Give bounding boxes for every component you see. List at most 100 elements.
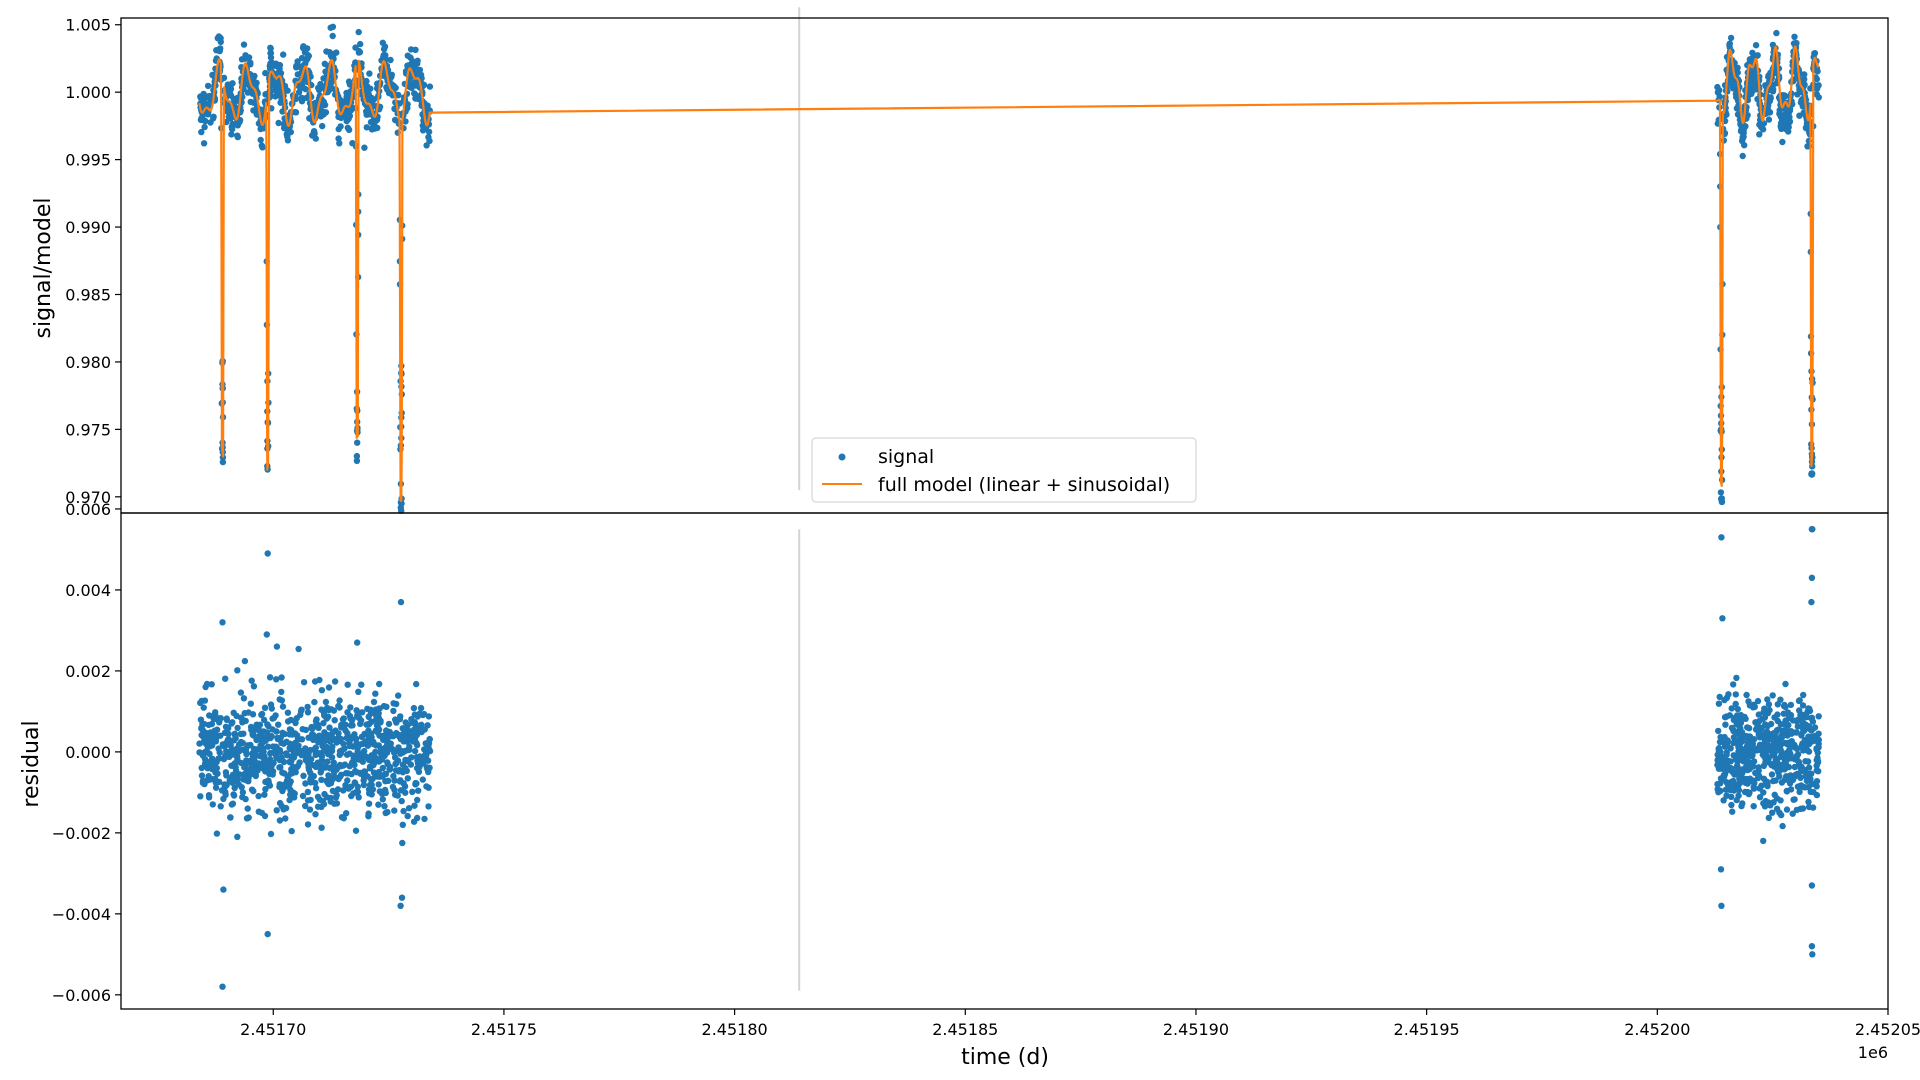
signal-point (405, 62, 412, 69)
residual-point (225, 724, 232, 732)
signal-point (364, 108, 371, 115)
residual-point (1799, 805, 1807, 812)
residual-point (415, 768, 423, 775)
residual-point (272, 712, 279, 719)
residual-point (301, 748, 309, 756)
residual-point (227, 814, 234, 821)
residual-point (379, 796, 386, 803)
residual-point (239, 793, 246, 801)
residual-point (1783, 787, 1791, 795)
residual-point (1811, 724, 1819, 731)
residual-point (1771, 729, 1778, 737)
residual-point (327, 738, 334, 745)
signal-point (1739, 133, 1746, 141)
residual-point (1750, 803, 1757, 810)
residual-point (1786, 715, 1793, 722)
residual-point (421, 815, 428, 823)
residual-point (300, 772, 307, 779)
residual-point (1793, 756, 1800, 764)
signal-point (387, 56, 394, 64)
signal-point (323, 48, 330, 55)
residual-point (1793, 806, 1801, 814)
residual-point (1805, 764, 1813, 771)
residual-point (274, 735, 281, 743)
residual-point (325, 772, 332, 779)
residual-point (364, 705, 371, 712)
residual-point (1777, 696, 1784, 703)
residual-point (1742, 757, 1750, 764)
signal-point (220, 74, 228, 82)
residual-point (1793, 745, 1801, 753)
residual-point (423, 783, 430, 790)
signal-point (336, 140, 343, 147)
residual-point (401, 783, 409, 790)
residual-point (1745, 790, 1753, 798)
signal-point (284, 137, 292, 144)
residual-point (1725, 691, 1732, 698)
residual-point (1732, 700, 1739, 708)
residual-point (258, 711, 265, 718)
residual-point (295, 645, 302, 653)
residual-point (426, 735, 433, 743)
residual-point (201, 760, 209, 767)
residual-point (201, 780, 208, 788)
residual-point (392, 760, 399, 768)
residual-point (1720, 797, 1727, 804)
residual-point (1796, 697, 1803, 704)
residual-outlier (1718, 902, 1725, 909)
residual-point (1796, 783, 1803, 790)
residual-point (410, 704, 418, 712)
signal-point (411, 78, 419, 86)
residual-point (1780, 753, 1787, 760)
signal-point (402, 118, 409, 125)
residual-point (1805, 803, 1813, 811)
signal-point (262, 69, 269, 77)
residual-point (324, 758, 331, 765)
residual-point (346, 742, 354, 749)
residual-point (325, 684, 333, 691)
residual-point (343, 810, 350, 817)
residual-point (1714, 781, 1721, 788)
residual-point (204, 748, 211, 755)
residual-point (1721, 696, 1728, 704)
residual-point (1791, 763, 1799, 771)
residual-point (355, 688, 362, 695)
residual-point (375, 801, 382, 808)
residual-point (1774, 711, 1781, 718)
residual-point (267, 734, 274, 742)
residual-point (375, 781, 382, 788)
residual-point (419, 776, 426, 783)
signal-transit-point (353, 457, 361, 464)
residual-point (223, 781, 230, 789)
residual-point (299, 726, 306, 733)
residual-outlier (1808, 882, 1816, 889)
residual-point (287, 716, 295, 724)
residual-point (421, 726, 428, 733)
residual-point (198, 697, 205, 705)
residual-point (276, 764, 283, 771)
residual-point (276, 817, 284, 824)
signal-point (318, 112, 325, 119)
residual-point (1762, 756, 1769, 763)
residual-point (384, 759, 391, 766)
residual-point (404, 721, 412, 728)
signal-point (247, 98, 254, 106)
residual-point (1813, 783, 1820, 790)
residual-point (365, 727, 372, 734)
signal-point (1784, 111, 1791, 119)
residual-point (1774, 717, 1782, 725)
residual-point (1730, 752, 1737, 759)
signal-point (275, 119, 282, 127)
residual-point (1723, 764, 1730, 771)
bottom-y-tick-label: 0.004 (65, 581, 111, 600)
x-tick-label: 2.45180 (702, 1020, 768, 1039)
residual-point (339, 716, 347, 723)
residual-point (304, 797, 312, 804)
residual-point (365, 713, 372, 720)
residual-point (1737, 737, 1744, 744)
residual-point (284, 709, 292, 716)
residual-point (411, 719, 418, 726)
residual-outlier (1808, 574, 1816, 581)
residual-point (1802, 784, 1809, 791)
residual-point (1815, 744, 1822, 751)
